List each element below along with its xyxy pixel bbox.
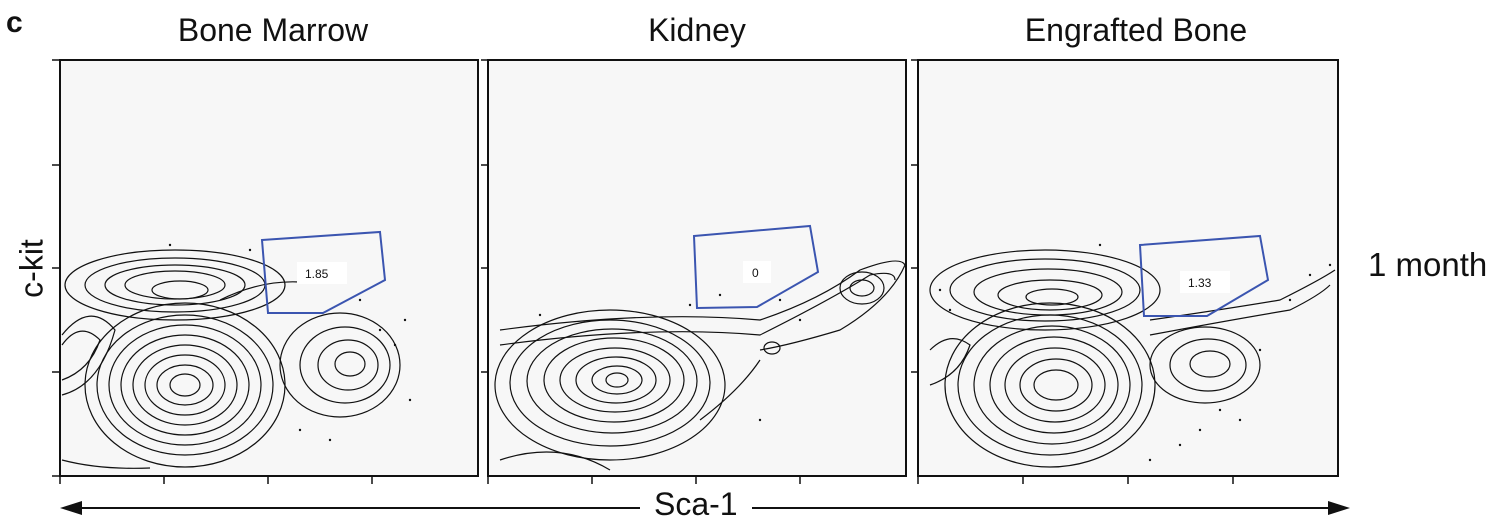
panel-title-kidney: Kidney <box>648 12 746 48</box>
plot-frame-engrafted-bone <box>917 59 1339 477</box>
contours-engrafted-bone <box>929 249 1336 468</box>
contours-kidney <box>494 260 906 471</box>
gate-label-box-eb <box>1180 271 1230 293</box>
gate-value-kidney: 0 <box>752 266 759 280</box>
gate-label-box-bm <box>297 262 347 284</box>
gate-engrafted-bone <box>1138 234 1270 317</box>
gate-label-box-kidney <box>743 261 771 283</box>
gate-bone-marrow <box>260 230 387 314</box>
panel-title-bone-marrow: Bone Marrow <box>177 12 369 48</box>
panel-frames <box>59 59 1339 477</box>
y-axis-ticks <box>52 59 918 477</box>
panel-letter: c <box>6 6 23 39</box>
gates <box>260 224 1270 317</box>
x-axis-ticks <box>59 476 1234 484</box>
panel-title-engrafted-bone: Engrafted Bone <box>1024 12 1248 48</box>
event-dots <box>168 243 1332 462</box>
plot-frame-bone-marrow <box>59 59 479 477</box>
row-label: 1 month <box>1368 246 1488 283</box>
gate-value-bone-marrow: 1.85 <box>305 267 329 281</box>
gate-kidney <box>692 224 820 310</box>
gate-value-engrafted-bone: 1.33 <box>1188 276 1212 290</box>
x-axis-label: Sca-1 <box>640 486 752 523</box>
plot-frame-kidney <box>487 59 907 477</box>
